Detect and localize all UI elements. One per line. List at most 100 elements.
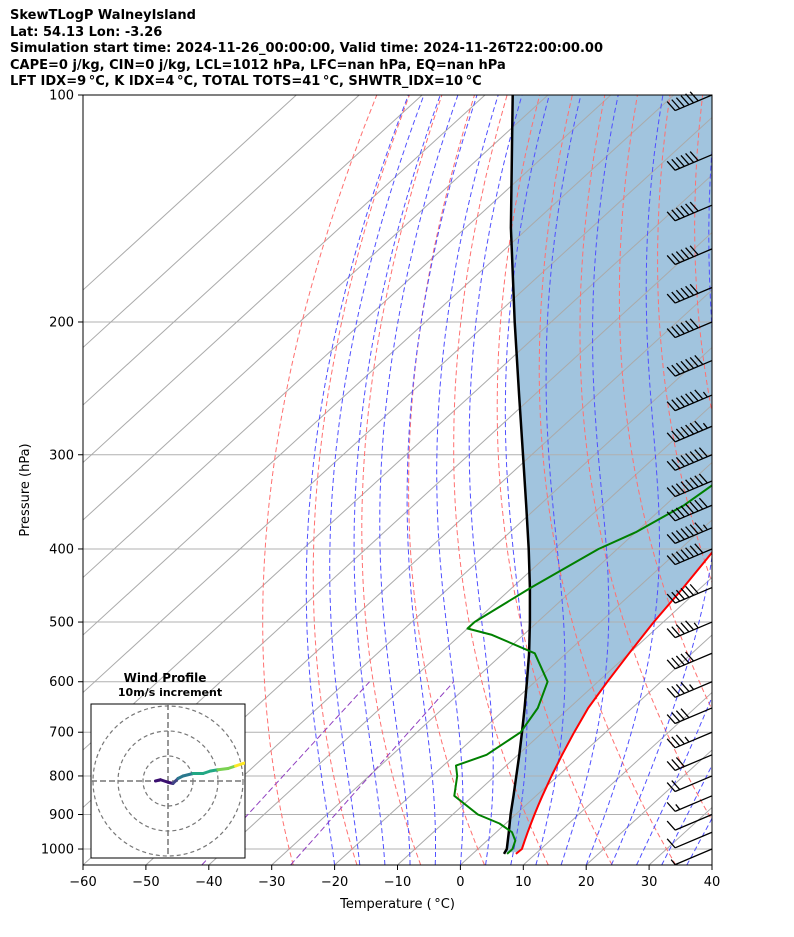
barb-flag bbox=[675, 457, 685, 467]
wind-barb bbox=[666, 707, 713, 725]
y-tick-label: 700 bbox=[49, 726, 74, 741]
isotherm--100 bbox=[83, 95, 675, 636]
barb-flag bbox=[675, 734, 685, 745]
x-tick-label: −40 bbox=[195, 875, 222, 890]
barb-flag bbox=[675, 207, 685, 218]
isotherm--120 bbox=[83, 95, 549, 521]
dry-adiabat bbox=[618, 95, 712, 711]
y-tick-label: 100 bbox=[49, 89, 74, 104]
barb-flag bbox=[685, 247, 695, 258]
barb-flag bbox=[689, 318, 699, 329]
barb-flag bbox=[680, 249, 690, 260]
wind-barb bbox=[666, 420, 713, 443]
barb-flag bbox=[671, 158, 681, 169]
wind-barb bbox=[670, 848, 713, 866]
y-tick-label: 900 bbox=[49, 808, 74, 823]
isotherm--150 bbox=[83, 95, 360, 349]
moist-adiabat bbox=[636, 695, 712, 865]
barb-flag bbox=[694, 522, 704, 533]
mixing-ratio-line bbox=[290, 681, 455, 865]
barb-flag bbox=[675, 624, 685, 635]
barb-flag bbox=[675, 530, 685, 540]
dry-adiabat bbox=[262, 95, 378, 865]
barb-flag bbox=[666, 160, 676, 171]
wind-barb bbox=[666, 754, 713, 771]
dry-adiabat bbox=[312, 95, 410, 865]
moist-adiabat bbox=[406, 95, 478, 865]
barb-flag bbox=[689, 501, 699, 512]
barb-flag bbox=[689, 477, 699, 488]
barb-flag bbox=[680, 528, 690, 538]
barb-flag bbox=[680, 287, 690, 298]
hodograph-subtitle: 10m/s increment bbox=[118, 686, 222, 699]
barb-flag bbox=[685, 285, 695, 296]
barb-flag bbox=[680, 587, 690, 598]
barb-flag bbox=[671, 485, 681, 496]
parcel-line bbox=[502, 95, 532, 855]
moist-adiabat bbox=[560, 95, 619, 865]
barb-flag bbox=[666, 255, 676, 265]
barb-flag bbox=[685, 620, 695, 631]
barb-flag bbox=[671, 364, 681, 375]
dry-adiabat bbox=[408, 95, 485, 865]
cape-fill-layer bbox=[504, 95, 712, 853]
y-tick-label: 600 bbox=[49, 675, 74, 690]
hodo-trace-segment bbox=[181, 772, 195, 778]
barb-flag bbox=[689, 91, 699, 102]
barb-staff bbox=[674, 548, 713, 566]
x-tick-label: −30 bbox=[258, 875, 285, 890]
barb-flag bbox=[666, 659, 676, 670]
barb-flag bbox=[671, 685, 681, 696]
barb-flag bbox=[666, 820, 676, 831]
dry-adiabat bbox=[657, 95, 712, 584]
barb-flag bbox=[671, 553, 681, 564]
barb-flag bbox=[694, 499, 704, 510]
barb-flag bbox=[666, 328, 676, 338]
barb-flag bbox=[694, 475, 704, 486]
dry-adiabat bbox=[361, 95, 443, 865]
barb-flag bbox=[671, 253, 681, 263]
hodograph-body bbox=[91, 704, 245, 858]
moist-adiabat bbox=[610, 143, 712, 865]
isotherm-0 bbox=[460, 634, 712, 865]
barb-flag bbox=[694, 449, 704, 460]
barb-flag bbox=[671, 532, 681, 542]
y-tick-label: 400 bbox=[49, 542, 74, 557]
temperature-line bbox=[515, 550, 712, 855]
barb-staff bbox=[674, 707, 713, 725]
y-tick-label: 200 bbox=[49, 315, 74, 330]
barb-flag bbox=[685, 424, 695, 435]
barb-flag bbox=[689, 545, 699, 556]
barb-flag bbox=[685, 393, 695, 404]
barb-flag bbox=[685, 93, 695, 104]
isotherm--40 bbox=[208, 404, 712, 865]
barb-flag bbox=[671, 209, 681, 220]
barb-flag bbox=[685, 203, 695, 214]
barb-flag bbox=[666, 782, 676, 792]
wind-barb bbox=[666, 543, 713, 566]
barb-flag bbox=[675, 428, 685, 439]
barb-flag bbox=[675, 397, 685, 408]
barb-flag bbox=[689, 201, 699, 212]
barb-flag bbox=[671, 291, 681, 302]
barb-flag bbox=[685, 358, 695, 369]
barb-flag bbox=[680, 622, 690, 633]
barb-flag bbox=[680, 360, 690, 371]
x-tick-label: −50 bbox=[132, 875, 159, 890]
barb-half-flag bbox=[689, 684, 695, 690]
barb-flag bbox=[671, 759, 681, 769]
barb-flag bbox=[685, 153, 695, 163]
barb-flag bbox=[698, 473, 708, 484]
barb-flag bbox=[698, 447, 708, 458]
barb-flag bbox=[666, 714, 676, 724]
wind-barb bbox=[666, 795, 713, 812]
wind-barb bbox=[666, 283, 713, 304]
barb-flag bbox=[680, 708, 690, 719]
barb-half-flag bbox=[702, 524, 708, 531]
isotherm--130 bbox=[83, 95, 486, 464]
barb-flag bbox=[666, 211, 676, 222]
barb-flag bbox=[666, 460, 676, 471]
barb-flag bbox=[666, 432, 676, 443]
barb-flag bbox=[666, 687, 676, 698]
